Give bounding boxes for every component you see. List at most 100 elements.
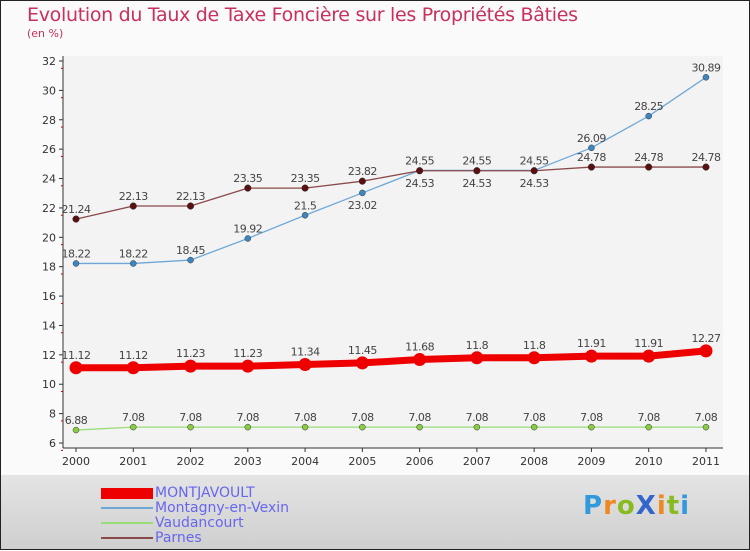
- data-point: [530, 167, 538, 175]
- data-point: [587, 163, 595, 171]
- legend-item: Parnes: [101, 531, 202, 545]
- data-point: [413, 353, 427, 367]
- data-label: 26.09: [577, 132, 606, 145]
- data-point: [187, 256, 194, 264]
- x-tick-label: 2001: [119, 455, 147, 468]
- data-point: [126, 361, 140, 375]
- x-tick-label: 2005: [348, 455, 376, 468]
- data-label: 6.88: [65, 414, 88, 427]
- data-label: 7.08: [408, 411, 431, 424]
- data-point: [72, 260, 80, 267]
- legend-label: Montagny-en-Vexin: [155, 500, 290, 516]
- data-label: 23.35: [291, 172, 320, 185]
- y-tick-label: 6: [49, 437, 56, 450]
- legend-swatch: [101, 537, 153, 539]
- x-tick-label: 2006: [406, 455, 434, 468]
- data-label: 21.5: [294, 199, 317, 212]
- data-point: [301, 423, 309, 431]
- y-tick-label: 18: [42, 261, 56, 274]
- data-label: 24.55: [520, 154, 549, 167]
- y-tick-label: 10: [42, 378, 56, 391]
- x-tick-label: 2004: [291, 455, 319, 468]
- legend-label: MONTJAVOULT: [155, 485, 255, 501]
- x-tick-label: 2008: [520, 455, 548, 468]
- legend-item: MONTJAVOULT: [101, 486, 255, 500]
- legend-item: Montagny-en-Vexin: [101, 501, 289, 515]
- data-label: 11.8: [466, 339, 489, 352]
- data-point: [470, 351, 484, 365]
- x-tick-label: 2009: [577, 455, 605, 468]
- data-label: 7.08: [695, 411, 718, 424]
- data-label: 7.08: [523, 411, 546, 424]
- data-point: [702, 163, 710, 171]
- data-point: [702, 74, 710, 81]
- chart-subtitle: (en %): [27, 27, 64, 40]
- legend-swatch: [101, 507, 153, 509]
- data-label: 22.13: [119, 190, 148, 203]
- data-point: [301, 212, 309, 219]
- data-point: [358, 177, 366, 185]
- data-label: 24.55: [405, 154, 434, 167]
- data-point: [184, 359, 198, 373]
- series-line-parnes: [75, 166, 706, 220]
- data-label: 7.08: [466, 411, 489, 424]
- data-label: 18.22: [119, 247, 148, 260]
- data-label: 24.55: [462, 154, 491, 167]
- data-point: [588, 144, 595, 152]
- data-label: 11.68: [405, 341, 434, 354]
- data-point: [584, 349, 598, 363]
- data-label: 19.92: [233, 222, 262, 235]
- data-label: 28.25: [634, 100, 663, 113]
- data-point: [72, 426, 80, 434]
- y-tick-label: 16: [42, 290, 56, 303]
- x-tick-label: 2010: [635, 455, 663, 468]
- data-point: [702, 423, 710, 431]
- proxiti-logo: ProXiti: [583, 491, 691, 521]
- legend-background: [1, 475, 749, 549]
- data-point: [416, 167, 424, 175]
- data-label: 24.53: [405, 177, 434, 190]
- data-label: 24.78: [634, 151, 663, 164]
- data-label: 18.45: [176, 244, 205, 257]
- x-tick-label: 2000: [62, 455, 90, 468]
- data-label: 23.82: [348, 165, 377, 178]
- data-point: [355, 356, 369, 370]
- data-point: [359, 189, 366, 197]
- data-label: 7.08: [179, 411, 202, 424]
- y-tick-label: 28: [42, 114, 56, 127]
- data-label: 18.22: [62, 247, 91, 260]
- x-tick-label: 2003: [234, 455, 262, 468]
- data-label: 7.08: [580, 411, 603, 424]
- data-point: [301, 184, 309, 192]
- y-tick-label: 8: [49, 408, 56, 421]
- y-tick-label: 24: [42, 173, 56, 186]
- y-tick-label: 14: [42, 319, 56, 332]
- data-point: [527, 351, 541, 365]
- data-point: [186, 202, 195, 210]
- plot-background: [63, 56, 723, 448]
- y-tick-label: 32: [42, 55, 56, 68]
- data-label: 22.13: [176, 190, 205, 203]
- x-tick-label: 2007: [463, 455, 491, 468]
- data-label: 11.91: [577, 337, 606, 350]
- data-label: 11.12: [119, 349, 148, 362]
- data-label: 30.89: [691, 61, 720, 74]
- data-label: 21.24: [62, 203, 91, 216]
- data-label: 23.02: [348, 199, 377, 212]
- data-label: 24.78: [577, 151, 606, 164]
- data-point: [241, 359, 255, 373]
- data-point: [588, 423, 595, 431]
- data-point: [130, 260, 137, 267]
- data-point: [473, 167, 481, 175]
- data-label: 11.91: [634, 337, 663, 350]
- data-point: [359, 423, 366, 431]
- data-point: [416, 423, 423, 431]
- data-label: 7.08: [351, 411, 374, 424]
- data-point: [298, 358, 312, 372]
- data-point: [699, 344, 713, 358]
- y-tick-label: 26: [42, 143, 56, 156]
- legend-label: Vaudancourt: [155, 515, 244, 531]
- y-tick-label: 30: [42, 84, 56, 97]
- data-point: [244, 184, 252, 192]
